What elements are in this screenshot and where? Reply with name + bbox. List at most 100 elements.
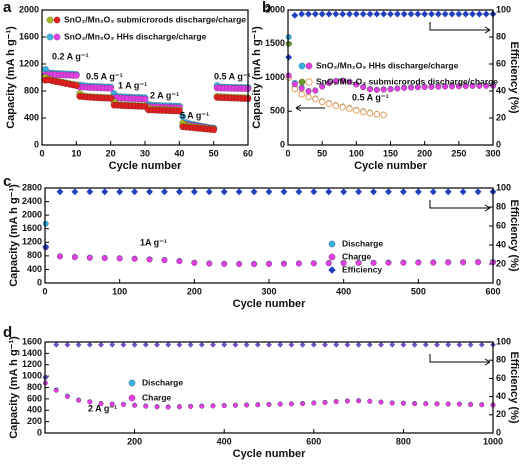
data-point [132, 402, 138, 408]
efficiency-point [154, 341, 160, 348]
efficiency-point [310, 341, 317, 348]
data-point [298, 91, 305, 98]
efficiency-point [475, 10, 483, 18]
data-point [305, 88, 312, 95]
x-tick-label: 0 [39, 148, 44, 158]
efficiency-point [462, 10, 470, 18]
legend-marker [298, 78, 306, 86]
y2-tick-label: 20 [496, 258, 506, 268]
data-point [445, 259, 452, 266]
efficiency-point [455, 10, 463, 18]
efficiency-point [448, 10, 456, 18]
panel-label: a [3, 0, 12, 16]
y-tick-label: 500 [270, 106, 285, 116]
data-point [387, 86, 394, 93]
data-point [355, 259, 362, 267]
y-axis-label: Capacity (mA h g⁻¹) [5, 26, 17, 129]
x-tick-label: 40 [174, 148, 184, 158]
efficiency-point [280, 188, 288, 196]
y2-tick-label: 100 [496, 4, 511, 14]
efficiency-point [482, 10, 490, 18]
efficiency-point [380, 10, 388, 18]
data-point [356, 398, 362, 404]
plot-frame [41, 9, 249, 146]
data-point [255, 402, 261, 408]
data-point [221, 403, 227, 409]
efficiency-point [428, 10, 435, 18]
y2-tick-label: 40 [496, 391, 506, 401]
data-point [251, 261, 258, 268]
data-point [179, 113, 187, 121]
legend-marker [53, 16, 61, 24]
y-tick-label: 0 [280, 139, 285, 149]
efficiency-point [161, 188, 168, 196]
legend-marker [305, 78, 313, 86]
data-point [312, 87, 319, 94]
data-point [277, 401, 283, 407]
efficiency-point [478, 341, 485, 348]
annotation: 2 A g⁻¹ [150, 90, 179, 100]
plot-points [42, 188, 497, 268]
legend-label: Discharge [142, 377, 183, 387]
efficiency-point [71, 188, 79, 196]
efficiency-point [421, 10, 429, 18]
y-tick-label: 0 [37, 277, 42, 287]
efficiency-point [444, 188, 452, 196]
y-tick-label: 1600 [19, 31, 39, 41]
data-point [298, 85, 305, 92]
data-point [370, 259, 377, 267]
x-tick-label: 600 [485, 286, 500, 296]
x-tick-label: 800 [396, 436, 411, 446]
annotation: 5 A g⁻¹ [180, 110, 209, 120]
data-point [64, 394, 70, 400]
data-point [300, 401, 306, 407]
efficiency-point [120, 341, 127, 348]
x-tick-label: 400 [217, 436, 232, 446]
x-tick-label: 20 [106, 148, 116, 158]
y-tick-label: 2400 [22, 196, 42, 206]
data-point [232, 402, 238, 408]
data-point [176, 404, 182, 410]
y2-tick-label: 100 [496, 336, 511, 346]
data-point [448, 83, 456, 90]
data-point [353, 81, 360, 88]
data-point [421, 84, 428, 91]
efficiency-point [445, 341, 452, 348]
data-point [325, 80, 333, 87]
efficiency-point [176, 188, 183, 196]
legend-marker [128, 394, 136, 402]
data-point [333, 399, 339, 405]
data-point [109, 401, 115, 407]
y2-tick-label: 40 [496, 239, 506, 249]
x-tick-label: 100 [349, 148, 364, 158]
data-point [385, 259, 392, 266]
x-tick-label: 600 [306, 436, 321, 446]
efficiency-point [355, 341, 362, 348]
y2-axis-label: Efficiency (%) [508, 41, 520, 113]
y-axis-label: Capacity (mA h g⁻¹) [8, 336, 20, 439]
x-tick-label: 200 [127, 436, 142, 446]
data-point [86, 254, 93, 261]
data-point [176, 258, 183, 265]
efficiency-point [42, 243, 50, 251]
data-point [360, 84, 367, 91]
x-tick-label: 200 [187, 286, 202, 296]
data-point [101, 255, 108, 262]
efficiency-point [101, 188, 109, 196]
y2-tick-label: 20 [496, 409, 506, 419]
efficiency-point [198, 341, 205, 348]
data-point [165, 404, 171, 410]
efficiency-point [366, 10, 374, 18]
efficiency-point [339, 10, 347, 18]
efficiency-point [378, 341, 384, 348]
data-point [373, 110, 381, 118]
y-tick-label: 400 [24, 112, 39, 122]
efficiency-point [355, 188, 362, 196]
data-point [325, 100, 333, 108]
y-tick-label: 200 [27, 416, 42, 426]
x-tick-label: 60 [243, 148, 253, 158]
y2-tick-label: 0 [496, 277, 501, 287]
efficiency-point [165, 341, 172, 348]
data-point [76, 397, 82, 403]
efficiency-point [393, 10, 401, 18]
